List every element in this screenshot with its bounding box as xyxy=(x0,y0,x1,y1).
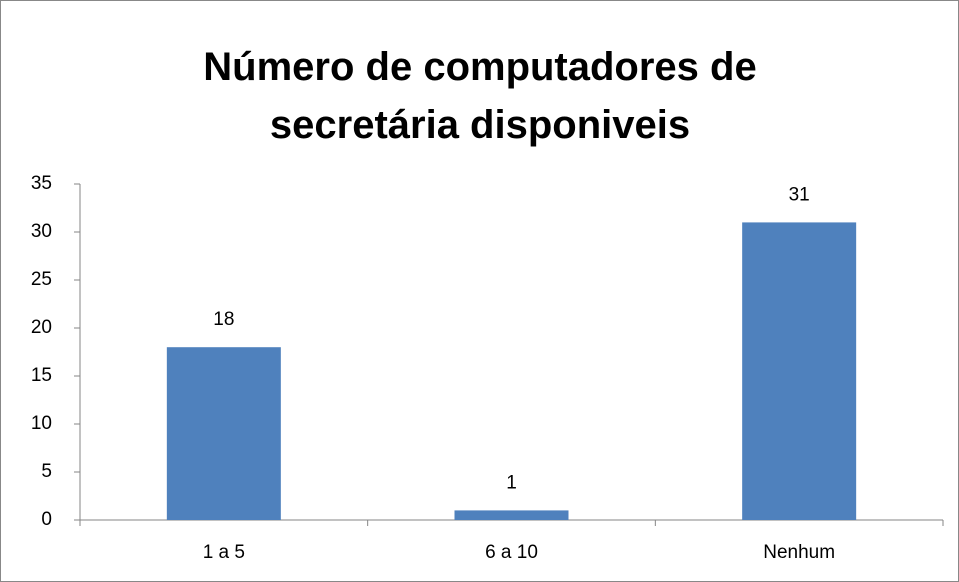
bar xyxy=(166,347,281,520)
x-tick-label: 1 a 5 xyxy=(203,542,245,563)
bar xyxy=(742,222,857,520)
y-tick-label: 35 xyxy=(31,173,52,194)
x-tick-label: Nenhum xyxy=(763,542,835,563)
y-tick-label: 20 xyxy=(31,317,52,338)
chart-title: Número de computadores de secretária dis… xyxy=(203,45,757,147)
y-tick-label: 10 xyxy=(31,413,52,434)
y-tick-label: 30 xyxy=(31,221,52,242)
y-tick-label: 5 xyxy=(41,461,52,482)
x-tick-label: 6 a 10 xyxy=(485,542,538,563)
data-label: 18 xyxy=(213,309,234,330)
bar xyxy=(454,510,569,520)
y-tick-label: 15 xyxy=(31,365,52,386)
data-label: 1 xyxy=(506,472,517,493)
data-label: 31 xyxy=(789,184,810,205)
y-tick-label: 0 xyxy=(41,509,52,530)
y-tick-label: 25 xyxy=(31,269,52,290)
